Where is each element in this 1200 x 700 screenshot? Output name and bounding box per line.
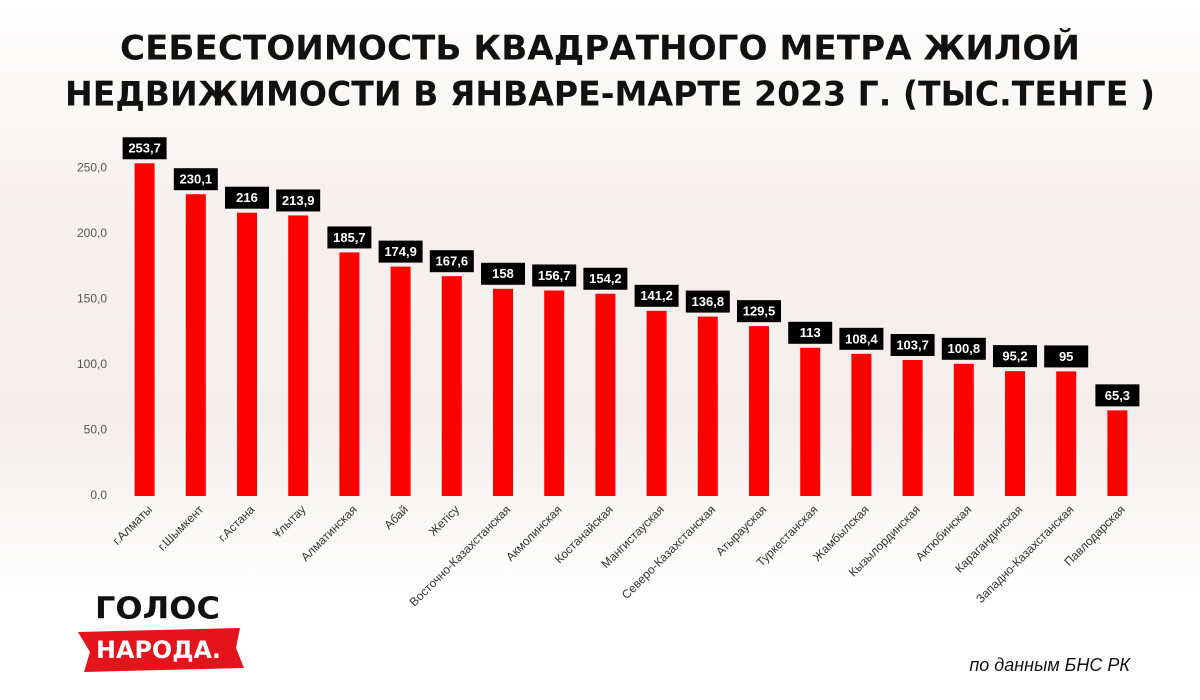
value-label: 129,5 — [743, 304, 776, 319]
x-tick-label: Атырауская — [713, 502, 769, 558]
bar — [902, 359, 923, 496]
value-label: 113 — [800, 325, 821, 340]
value-label-box — [993, 345, 1037, 368]
value-label-box — [429, 250, 474, 273]
value-label: 100,8 — [948, 341, 981, 356]
x-tick-label: Ұлытау — [270, 502, 308, 540]
value-label-box — [890, 333, 935, 356]
value-label-box — [788, 321, 833, 344]
bar — [595, 293, 616, 496]
value-label-box — [941, 337, 986, 360]
value-label: 216 — [236, 190, 258, 205]
value-label-box — [481, 262, 525, 285]
value-label: 185,7 — [333, 230, 366, 245]
value-label-box — [173, 168, 218, 191]
x-tick-label: Западно-Казахстанская — [973, 502, 1076, 605]
bar — [544, 290, 565, 496]
value-label-box — [378, 240, 423, 263]
bar — [134, 163, 155, 496]
bar — [1005, 371, 1025, 496]
value-label-box — [225, 186, 269, 209]
value-label-box — [276, 189, 321, 212]
value-label: 174,9 — [384, 244, 417, 259]
value-label-box — [737, 300, 781, 323]
x-tick-label: Северо-Казахстанская — [619, 502, 718, 601]
bar — [339, 252, 360, 496]
bar — [749, 326, 769, 496]
bar — [1107, 410, 1128, 496]
value-label-box — [532, 264, 577, 287]
value-label: 213,9 — [282, 193, 315, 208]
value-label: 95,2 — [1002, 349, 1027, 364]
bar — [1056, 371, 1077, 496]
bar — [493, 288, 513, 496]
chart-title: СЕБЕСТОИМОСТЬ КВАДРАТНОГО МЕТРА ЖИЛОЙ — [120, 28, 1080, 69]
value-label: 136,8 — [692, 294, 725, 309]
value-label-box — [327, 226, 372, 249]
logo-brush — [78, 628, 244, 672]
bar — [288, 215, 309, 497]
value-label-box — [839, 327, 884, 350]
x-tick-label: г.Астана — [215, 502, 257, 544]
value-label-box — [1044, 345, 1089, 368]
value-label: 253,7 — [128, 141, 161, 156]
value-label: 156,7 — [538, 268, 571, 283]
value-label: 141,2 — [640, 288, 673, 303]
chart-title: НЕДВИЖИМОСТИ В ЯНВАРЕ-МАРТЕ 2023 Г. (ТЫС… — [65, 75, 1155, 115]
bar — [800, 347, 821, 496]
y-tick-label: 0.0 — [90, 488, 107, 502]
bar — [237, 212, 257, 496]
y-tick-label: 150,0 — [77, 291, 107, 305]
logo-text: ГОЛОС — [95, 592, 220, 627]
value-label: 230,1 — [180, 172, 213, 187]
value-label: 158 — [492, 266, 514, 281]
value-label-box — [122, 137, 167, 160]
x-tick-label: Абай — [381, 502, 411, 532]
bar — [697, 316, 718, 496]
value-label: 154,2 — [589, 271, 622, 286]
value-label: 95 — [1059, 349, 1073, 364]
value-label: 103,7 — [896, 337, 929, 352]
bar — [185, 194, 206, 496]
y-tick-label: 100,0 — [77, 357, 107, 371]
bar — [646, 310, 667, 496]
bar — [441, 276, 462, 496]
bar — [953, 363, 974, 496]
y-tick-label: 250,0 — [77, 160, 107, 174]
logo-text: НАРОДА. — [96, 636, 221, 664]
x-tick-label: г.Алматы — [110, 502, 155, 547]
value-label-box — [1095, 384, 1140, 407]
bar — [390, 266, 411, 496]
value-label-box — [583, 267, 628, 290]
source-note: по данным БНС РК — [969, 655, 1131, 675]
value-label: 167,6 — [436, 254, 469, 269]
value-label: 108,4 — [845, 331, 878, 346]
value-label-box — [685, 290, 730, 313]
y-tick-label: 200,0 — [77, 226, 107, 240]
x-tick-label: Жетісу — [426, 502, 462, 538]
y-tick-label: 50,0 — [84, 423, 108, 437]
value-label-box — [634, 284, 679, 307]
x-tick-label: Восточно-Казахстанская — [407, 502, 514, 609]
value-label: 65,3 — [1105, 388, 1130, 403]
bar — [851, 353, 872, 496]
x-tick-label: г.Шымкент — [155, 502, 206, 553]
